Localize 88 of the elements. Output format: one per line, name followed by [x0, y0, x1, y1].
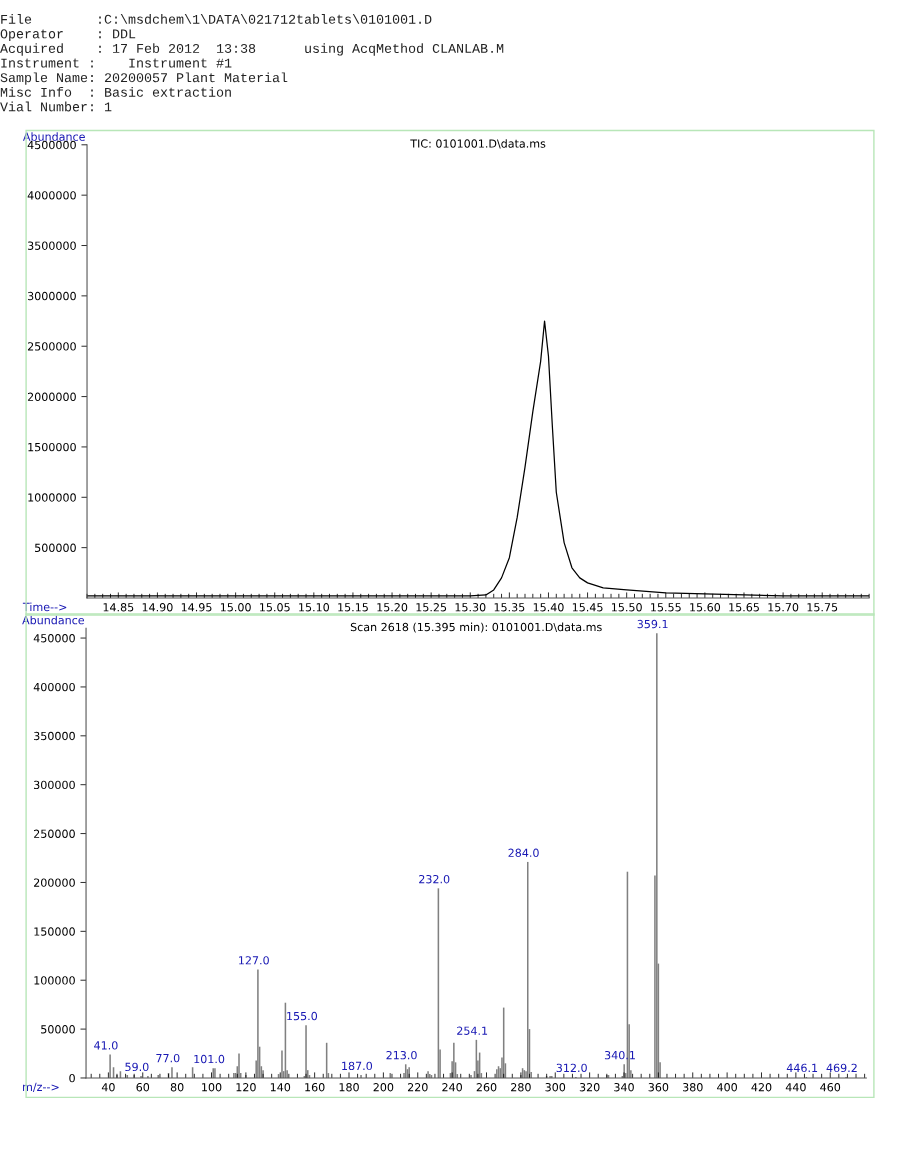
x-tick-label: 15.35: [494, 603, 525, 612]
chart-title: Scan 2618 (15.395 min): 0101001.D\data.ms: [350, 622, 602, 633]
y-tick-label: 3000000: [27, 291, 76, 301]
text: Operator : DDL: [0, 29, 136, 42]
y-tick-label: 50000: [41, 1025, 75, 1034]
x-tick-label: 400: [717, 1083, 737, 1092]
x-tick-label: 180: [339, 1083, 359, 1092]
text: Instrument : Instrument #1: [1, 58, 232, 68]
y-tick-label: 3500000: [27, 241, 76, 250]
annotation: 41.0: [94, 1041, 118, 1050]
x-tick-label: 15.75: [807, 603, 838, 612]
annotation: 101.0: [194, 1054, 225, 1064]
x-tick-label: 460: [820, 1083, 841, 1092]
x-tick-label: 140: [270, 1083, 291, 1092]
x-tick-label: 120: [236, 1083, 256, 1092]
text: Sample Name: 20200057 Plant Material: [0, 72, 288, 85]
text: Misc Info : Basic extraction: [0, 87, 231, 97]
y-tick-label: 100000: [34, 976, 75, 985]
x-tick-label: 260: [476, 1083, 497, 1092]
y-tick-label: 300000: [34, 780, 75, 790]
annotation: 155.0: [287, 1011, 318, 1021]
y-tick-label: 450000: [33, 634, 75, 643]
x-tick-label: 440: [785, 1083, 806, 1092]
x-tick-label: 40: [101, 1083, 115, 1092]
x-tick-label: 360: [648, 1083, 669, 1092]
y-tick-label: 1500000: [28, 442, 76, 452]
x-tick-label: 15.20: [377, 603, 408, 612]
y-tick-label: 1000000: [28, 493, 76, 502]
annotation: 59.0: [125, 1062, 149, 1072]
chart-title: TIC: 0101001.D\data.ms: [410, 139, 546, 149]
x-tick-label: 15.30: [455, 603, 486, 612]
y-tick-label: 4000000: [27, 191, 76, 200]
annotation: 187.0: [342, 1061, 373, 1071]
x-tick-label: 340: [614, 1083, 634, 1092]
text: Vial Number: 1: [0, 101, 112, 112]
annotation: 213.0: [386, 1050, 417, 1060]
y-tick-label: 150000: [34, 927, 75, 936]
y-axis-title: Abundance: [22, 132, 85, 141]
annotation: 469.2: [826, 1063, 857, 1073]
x-tick-label: 240: [442, 1083, 462, 1092]
x-tick-label: 14.85: [103, 603, 134, 612]
x-tick-label: 15.45: [572, 603, 603, 612]
x-tick-label: 200: [373, 1083, 394, 1092]
x-tick-label: 15.55: [651, 603, 681, 612]
x-tick-label: 300: [545, 1083, 566, 1092]
y-axis-title: Abundance: [22, 615, 85, 625]
y-tick-label: 350000: [34, 731, 75, 741]
x-tick-label: 15.15: [338, 603, 368, 612]
x-tick-label: 14.95: [181, 603, 212, 612]
x-tick-label: 15.60: [690, 603, 721, 612]
x-tick-label: 15.00: [220, 603, 251, 612]
y-tick-label: 400000: [33, 682, 75, 692]
x-tick-label: 160: [305, 1083, 325, 1092]
text: Acquired : 17 Feb 2012 13:38 using AcqMethod CLANLAB.M: [0, 43, 504, 56]
annotation: 127.0: [239, 956, 269, 965]
x-tick-label: 60: [136, 1083, 150, 1092]
x-tick-label: 15.70: [768, 603, 799, 612]
annotation: 446.1: [786, 1063, 818, 1073]
annotation: 359.1: [637, 619, 668, 629]
annotation: 284.0: [508, 848, 539, 857]
x-tick-label: 280: [511, 1083, 531, 1092]
x-tick-label: 220: [407, 1083, 428, 1092]
x-axis-title: Time-->: [22, 602, 67, 612]
x-tick-label: 15.50: [611, 603, 642, 612]
y-tick-label: 2500000: [27, 342, 76, 351]
text: File :C:\msdchem\1\DATA\021712tablets\0101001.D: [1, 14, 432, 24]
x-tick-label: 15.05: [260, 603, 290, 612]
annotation: 312.0: [556, 1063, 587, 1073]
x-axis-title: m/z-->: [23, 1082, 59, 1092]
annotation: 254.1: [457, 1026, 488, 1035]
y-tick-label: 4500000: [27, 140, 76, 150]
x-tick-label: 320: [579, 1083, 600, 1092]
x-tick-label: 15.65: [729, 603, 759, 612]
x-tick-label: 14.90: [142, 603, 173, 612]
y-tick-label: 500000: [35, 543, 76, 553]
x-tick-label: 15.25: [416, 603, 447, 612]
y-tick-label: 200000: [34, 878, 75, 887]
annotation: 232.0: [419, 874, 450, 884]
y-tick-label: 2000000: [27, 392, 76, 401]
y-tick-label: 250000: [34, 829, 75, 838]
x-tick-label: 100: [202, 1083, 222, 1092]
x-tick-label: 15.10: [299, 603, 330, 612]
x-tick-label: 80: [170, 1083, 184, 1092]
x-tick-label: 380: [682, 1083, 703, 1092]
annotation: 77.0: [156, 1053, 180, 1063]
x-tick-label: 15.40: [533, 603, 564, 612]
x-tick-label: 420: [751, 1083, 772, 1092]
y-tick-label: 0: [69, 1073, 75, 1083]
